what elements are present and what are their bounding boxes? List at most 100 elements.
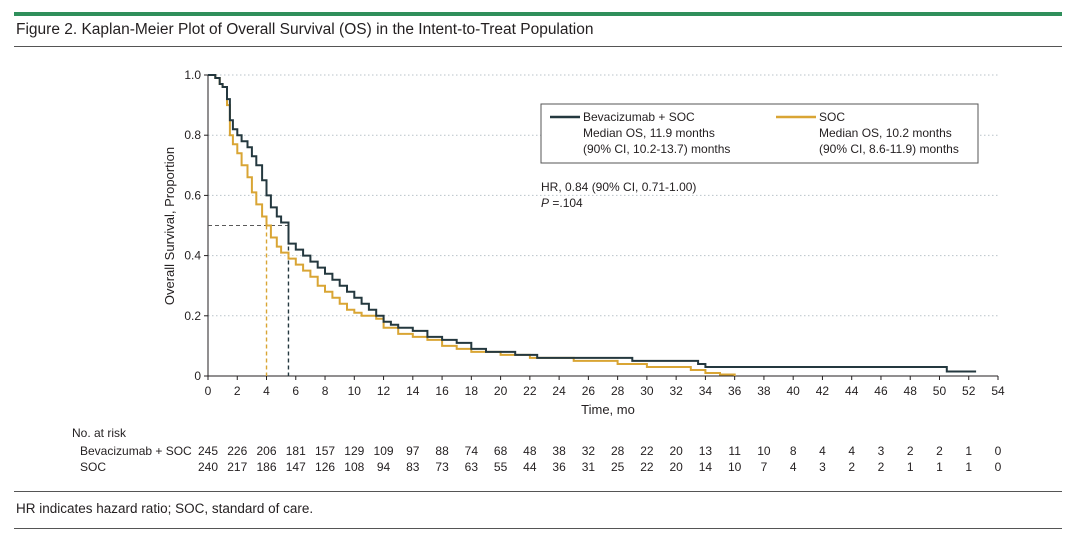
risk-count: 2 [907, 444, 914, 458]
x-tick-label: 20 [494, 384, 508, 398]
legend: Bevacizumab + SOC Median OS, 11.9 months… [540, 103, 979, 164]
legend-label-soc: SOC [819, 110, 845, 124]
x-tick-label: 38 [757, 384, 771, 398]
survival-curves [208, 74, 977, 376]
x-tick-label: 12 [377, 384, 391, 398]
risk-row-label-bevacizumab: Bevacizumab + SOC [80, 444, 192, 458]
risk-count: 2 [936, 444, 943, 458]
risk-count: 14 [699, 460, 713, 474]
risk-count: 10 [728, 460, 742, 474]
risk-count: 22 [640, 444, 654, 458]
x-tick-label: 34 [699, 384, 713, 398]
x-tick-label: 52 [962, 384, 976, 398]
risk-count: 25 [611, 460, 625, 474]
title-divider [14, 46, 1062, 47]
risk-count: 97 [406, 444, 420, 458]
x-tick-label: 16 [435, 384, 449, 398]
x-tick-label: 6 [292, 384, 299, 398]
risk-table-counts: 245 226 206 181 157 129 109 97 88 74 68 48 38 32 28 22 2… [198, 444, 1002, 474]
x-axis-label: Time, mo [581, 402, 635, 417]
x-tick-label: 54 [991, 384, 1005, 398]
risk-count: 1 [965, 444, 972, 458]
risk-count: 31 [582, 460, 596, 474]
x-tick-label: 50 [933, 384, 947, 398]
risk-row-label-soc: SOC [80, 460, 106, 474]
risk-count: 245 [198, 444, 218, 458]
legend-stat-bevacizumab-median: Median OS, 11.9 months [583, 126, 715, 140]
risk-count: 157 [315, 444, 335, 458]
x-tick-label: 46 [874, 384, 888, 398]
y-tick-label: 1.0 [184, 68, 201, 82]
x-tick-label: 30 [640, 384, 654, 398]
risk-count: 1 [907, 460, 914, 474]
risk-count: 94 [377, 460, 391, 474]
risk-count: 36 [552, 460, 566, 474]
risk-count: 44 [523, 460, 537, 474]
risk-count: 48 [523, 444, 537, 458]
risk-count: 8 [790, 444, 797, 458]
risk-count: 63 [465, 460, 479, 474]
x-tick-label: 36 [728, 384, 742, 398]
risk-count: 32 [582, 444, 596, 458]
x-tick-label: 4 [263, 384, 270, 398]
risk-count: 2 [848, 460, 855, 474]
legend-box [540, 103, 979, 164]
risk-count: 217 [227, 460, 247, 474]
risk-count: 1 [936, 460, 943, 474]
risk-count: 1 [965, 460, 972, 474]
y-tick-label: 0 [194, 369, 201, 383]
x-tick-label: 22 [523, 384, 537, 398]
risk-table-title: No. at risk [72, 426, 127, 440]
risk-count: 4 [819, 444, 826, 458]
x-tick-label: 2 [234, 384, 241, 398]
x-tick-label: 40 [787, 384, 801, 398]
risk-count: 4 [790, 460, 797, 474]
legend-stat-soc-ci: (90% CI, 8.6-11.9) months [819, 142, 959, 156]
risk-count: 20 [669, 460, 683, 474]
risk-count: 28 [611, 444, 625, 458]
x-tick-label: 42 [816, 384, 830, 398]
x-tick-label: 48 [904, 384, 918, 398]
footnote-bottom-rule [14, 528, 1062, 529]
figure-title: Figure 2. Kaplan-Meier Plot of Overall S… [16, 21, 594, 38]
risk-count: 13 [699, 444, 713, 458]
median-markers [208, 224, 290, 376]
risk-count: 4 [848, 444, 855, 458]
risk-count: 206 [257, 444, 277, 458]
y-tick-label: 0.6 [184, 188, 201, 202]
y-tick-labels: 0 0.2 0.4 0.6 0.8 1.0 [184, 68, 201, 383]
risk-count: 10 [757, 444, 771, 458]
risk-count: 3 [878, 444, 885, 458]
risk-count: 2 [878, 460, 885, 474]
risk-count: 38 [552, 444, 566, 458]
risk-count: 88 [435, 444, 449, 458]
x-tick-label: 8 [322, 384, 329, 398]
risk-count: 240 [198, 460, 218, 474]
risk-count: 7 [761, 460, 768, 474]
risk-count: 186 [257, 460, 277, 474]
x-tick-label: 0 [205, 384, 212, 398]
x-tick-label: 32 [669, 384, 683, 398]
y-axis-label: Overall Survival, Proportion [162, 147, 177, 305]
risk-count: 83 [406, 460, 420, 474]
risk-count: 22 [640, 460, 654, 474]
risk-count: 20 [669, 444, 683, 458]
x-tick-label: 14 [406, 384, 420, 398]
curve-bevacizumab [208, 74, 977, 373]
km-chart: 0 2 4 6 8 10 12 14 16 18 20 22 24 26 28 30 32 34 36 38 40 42 4… [72, 68, 1005, 474]
p-symbol: P [541, 196, 549, 210]
risk-count: 55 [494, 460, 508, 474]
risk-count: 3 [819, 460, 826, 474]
top-accent-rule [14, 12, 1062, 16]
risk-count: 74 [465, 444, 479, 458]
risk-count: 73 [435, 460, 449, 474]
x-tick-label: 44 [845, 384, 859, 398]
risk-count: 181 [286, 444, 306, 458]
p-value: =.104 [549, 196, 583, 210]
x-tick-label: 10 [348, 384, 362, 398]
risk-count: 11 [728, 444, 741, 458]
x-tick-labels: 0 2 4 6 8 10 12 14 16 18 20 22 24 26 28 30 32 34 36 38 40 42 4… [205, 384, 1005, 398]
risk-count: 147 [286, 460, 306, 474]
risk-count: 129 [344, 444, 364, 458]
risk-count: 108 [344, 460, 364, 474]
